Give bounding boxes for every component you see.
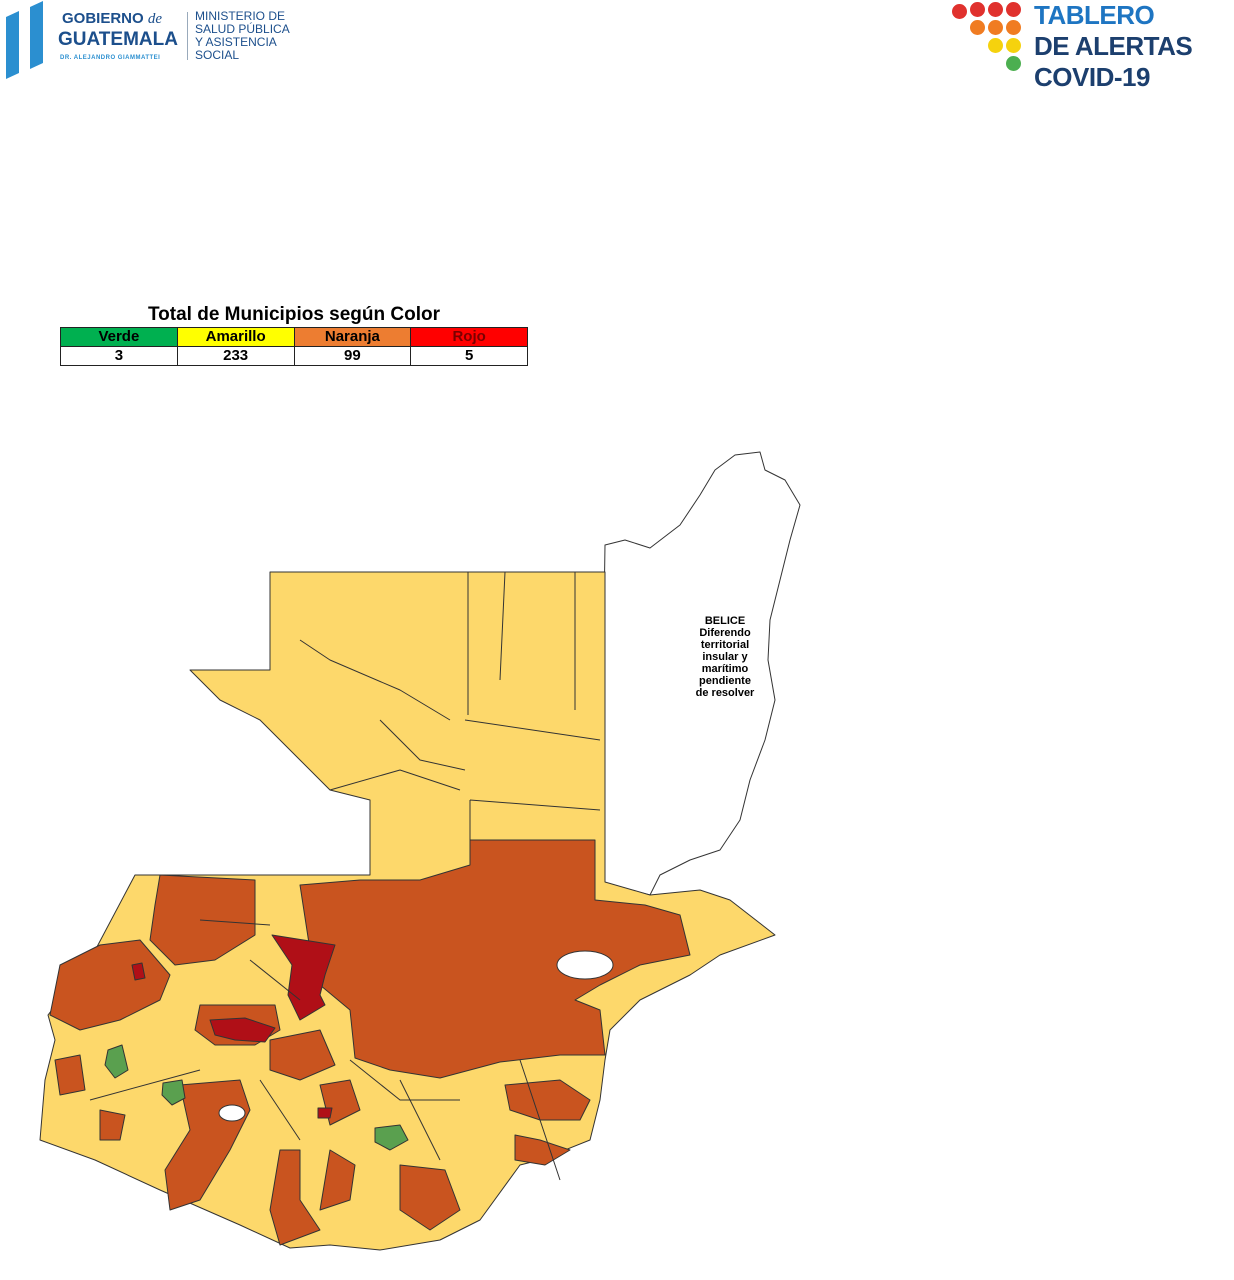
logo-gobierno-text: GOBIERNO: [62, 10, 144, 27]
logo-dot: [988, 20, 1003, 35]
logo-divider: [187, 12, 188, 60]
belize-label-line: Diferendo: [699, 627, 751, 639]
belize-label-line: territorial: [700, 639, 750, 651]
header-rojo: Rojo: [410, 327, 528, 347]
belize-label-line: BELICE: [704, 615, 746, 627]
region-naranja: [504, 1079, 591, 1121]
logo-tablero: TABLERO: [1034, 0, 1155, 30]
ministry-name: MINISTERIO DE SALUD PÚBLICA Y ASISTENCIA SO…: [195, 10, 290, 62]
belize-outline: [599, 451, 801, 896]
logo-alertas: DE ALERTAS: [1034, 31, 1193, 61]
ministry-line: SOCIAL: [195, 48, 240, 62]
region-rojo: [209, 1017, 276, 1043]
region-naranja: [99, 1109, 126, 1141]
ministry-line: Y ASISTENCIA: [195, 35, 277, 49]
guatemala-municipality-map: [39, 451, 801, 1251]
logo-president: DR. ALEJANDRO GIAMMATTEI: [60, 55, 161, 61]
belize-label-line: de resolver: [695, 687, 755, 699]
header-naranja: Naranja: [293, 327, 412, 347]
region-rojo: [271, 934, 336, 1021]
region-naranja: [269, 1149, 321, 1246]
ministry-line: SALUD PÚBLICA: [195, 22, 290, 36]
logo-guatemala: GUATEMALA: [58, 29, 178, 50]
logo-dot: [1006, 2, 1021, 17]
logo-dot: [988, 38, 1003, 53]
count-verde: 3: [60, 346, 178, 366]
logo-de-text: de: [147, 11, 163, 27]
belize-label-line: marítimo: [701, 663, 749, 675]
region-naranja: [49, 939, 171, 1031]
logo-dot: [1006, 20, 1021, 35]
logo-bar: [6, 10, 19, 80]
region-naranja: [514, 1134, 571, 1166]
region-verde: [374, 1124, 409, 1151]
header-verde: Verde: [60, 327, 178, 347]
logo-dot: [970, 2, 985, 17]
logo-dot: [952, 4, 967, 19]
region-verde: [161, 1079, 186, 1106]
logo-gobierno: GOBIERNO de: [62, 10, 162, 28]
region-verde: [104, 1044, 129, 1079]
logo-dot: [970, 20, 985, 35]
region-naranja: [399, 1164, 461, 1231]
region-rojo: [317, 1107, 333, 1119]
lake-atitlan: [218, 1104, 246, 1122]
belize-label: BELICE Diferendo territorial insular y marít…: [690, 615, 760, 699]
lake-izabal: [556, 950, 614, 980]
logo-dot: [1006, 56, 1021, 71]
tablero-logo: TABLERO DE ALERTAS COVID-19: [944, 0, 1234, 95]
region-naranja: [269, 1029, 336, 1081]
header-amarillo: Amarillo: [176, 327, 295, 347]
count-naranja: 99: [293, 346, 412, 366]
region-naranja: [319, 1149, 356, 1211]
logo-dot: [1006, 38, 1021, 53]
region-naranja: [54, 1054, 86, 1096]
municipality-border: [89, 571, 601, 1181]
belize-label-line: pendiente: [699, 675, 751, 687]
count-rojo: 5: [410, 346, 528, 366]
logo-dot: [988, 2, 1003, 17]
municipality-summary: Total de Municipios según Color Verde Am…: [60, 303, 528, 366]
gobierno-logo: GOBIERNO de GUATEMALA DR. ALEJANDRO GIAM…: [0, 0, 310, 95]
belize-label-line: insular y: [702, 651, 748, 663]
count-amarillo: 233: [176, 346, 295, 366]
summary-table: Verde Amarillo Naranja Rojo 3 233 99 5: [60, 327, 528, 366]
logo-covid: COVID-19: [1034, 62, 1150, 92]
region-rojo: [131, 962, 146, 981]
ministry-line: MINISTERIO DE: [195, 9, 286, 23]
logo-bar: [30, 0, 43, 70]
summary-title: Total de Municipios según Color: [147, 304, 441, 325]
